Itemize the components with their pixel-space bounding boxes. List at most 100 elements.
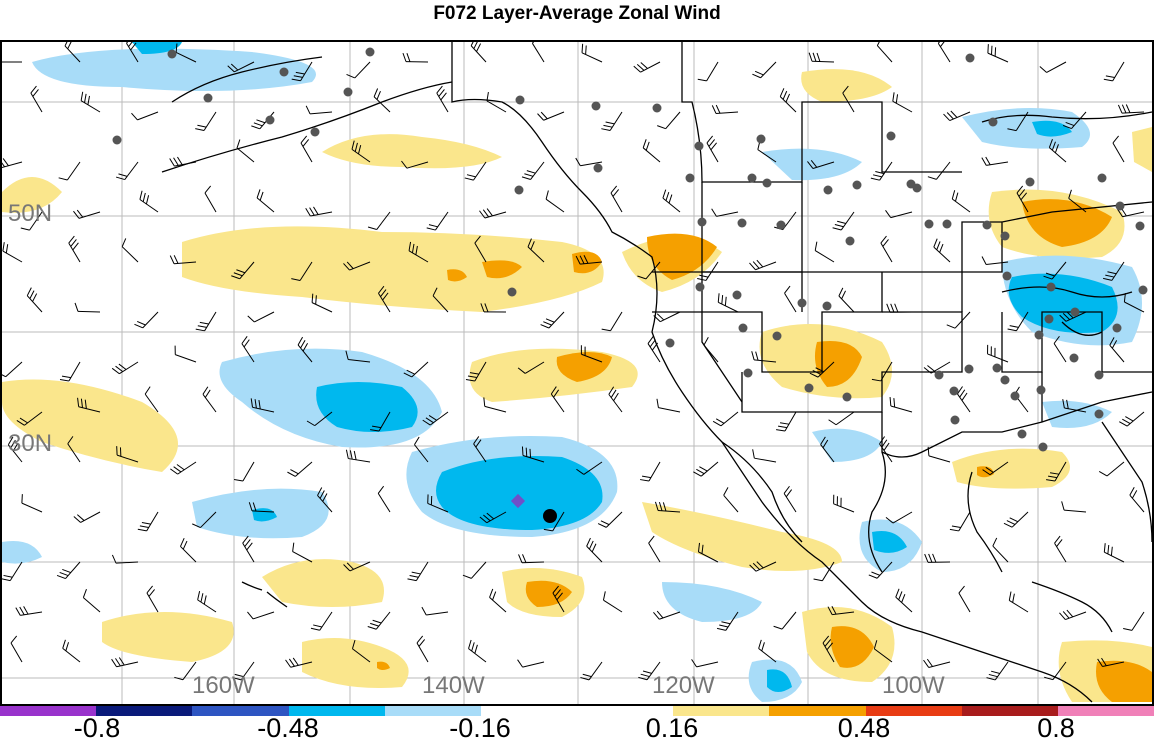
station-dot: [798, 299, 807, 308]
wind-barb: [11, 636, 22, 662]
wind-barb: [22, 494, 42, 512]
wind-barb: [546, 191, 564, 212]
station-dot: [1116, 202, 1125, 211]
wind-barb: [306, 207, 332, 216]
colorbar: [0, 706, 1154, 716]
station-dot: [280, 68, 289, 77]
wind-barb: [1009, 592, 1028, 612]
station-dot: [698, 218, 707, 227]
station-dot: [1001, 232, 1010, 241]
station-dot: [515, 186, 524, 195]
wind-barb: [112, 658, 138, 667]
wind-barb: [988, 345, 1008, 362]
station-dot: [843, 393, 852, 402]
station-dot: [1026, 178, 1035, 187]
wind-barb: [643, 139, 660, 162]
wind-barb: [925, 554, 950, 562]
wind-barb: [815, 242, 834, 262]
wind-barb: [1062, 501, 1086, 512]
wind-barb: [833, 212, 854, 230]
station-dot: [983, 221, 992, 230]
wind-barb: [653, 611, 680, 619]
wind-barb: [896, 589, 912, 612]
wind-barb: [27, 288, 42, 312]
wind-barb: [1104, 543, 1124, 562]
wind-barb: [982, 157, 1008, 165]
wind-barb: [698, 62, 718, 81]
wind-barb: [987, 662, 1008, 680]
wind-barb: [293, 543, 312, 562]
station-dot: [592, 102, 601, 111]
wind-barb: [3, 242, 22, 262]
wind-barb: [947, 312, 970, 328]
station-dot: [805, 384, 814, 393]
wind-barb: [195, 112, 216, 130]
wind-barb: [63, 640, 80, 662]
colorbar-label: 0.48: [838, 713, 891, 744]
wind-barb: [368, 212, 390, 230]
wind-barb: [378, 486, 390, 512]
wind-barb: [934, 239, 950, 262]
station-dot: [508, 288, 517, 297]
station-dot: [950, 387, 959, 396]
wind-barb: [780, 88, 796, 112]
wind-barb: [147, 586, 158, 612]
wind-barb: [75, 303, 100, 312]
wind-barb: [170, 157, 196, 166]
wind-barb: [180, 538, 196, 562]
wind-barb: [609, 387, 622, 412]
station-dot: [1070, 354, 1079, 363]
wind-barb: [580, 662, 602, 680]
lat-label-30n: 30N: [8, 430, 52, 458]
wind-barb: [1123, 612, 1144, 630]
wind-barb: [537, 112, 564, 120]
wind-barb: [519, 554, 544, 562]
wind-barb: [785, 286, 796, 312]
wind-barb: [471, 42, 486, 62]
lon-label-140w: 140W: [422, 672, 485, 700]
wind-barb: [602, 312, 622, 331]
station-dot: [1001, 376, 1010, 385]
wind-barb: [368, 612, 390, 629]
wind-barb: [112, 362, 138, 374]
station-dot: [594, 164, 603, 173]
station-dot: [686, 174, 695, 183]
wind-barb: [877, 42, 892, 62]
station-dot: [266, 116, 275, 125]
wind-barb: [640, 462, 660, 481]
station-dot: [739, 324, 748, 333]
wind-barb: [712, 209, 738, 217]
station-dot: [733, 291, 742, 300]
wind-barb: [306, 106, 332, 114]
station-dot: [1039, 443, 1048, 452]
station-dot: [935, 371, 944, 380]
wind-barb: [427, 212, 448, 230]
wind-barb: [138, 512, 158, 531]
wind-barb: [479, 209, 506, 218]
wind-barb: [237, 140, 254, 162]
station-dot: [1095, 410, 1104, 419]
wind-barb: [532, 42, 544, 62]
wind-barb: [950, 512, 970, 531]
wind-barb: [196, 312, 216, 331]
station-dot: [846, 237, 855, 246]
wind-barb: [522, 162, 544, 179]
wind-barb: [959, 586, 970, 612]
station-dot: [951, 416, 960, 425]
wind-barb: [131, 112, 158, 120]
wind-barb: [437, 86, 448, 112]
wind-barb: [657, 112, 680, 129]
wind-barb: [2, 562, 22, 581]
wind-barb: [713, 412, 738, 426]
colorbar-label: 0.16: [646, 713, 699, 744]
station-dot: [696, 283, 705, 292]
station-dot: [824, 186, 833, 195]
wind-barb: [408, 562, 428, 581]
wind-barb: [490, 589, 506, 612]
wind-barb: [541, 312, 564, 328]
wind-barb: [774, 612, 796, 629]
wind-barb: [753, 449, 776, 462]
wind-barb: [57, 562, 80, 579]
wind-barb: [243, 536, 254, 562]
wind-barb: [988, 44, 1008, 62]
